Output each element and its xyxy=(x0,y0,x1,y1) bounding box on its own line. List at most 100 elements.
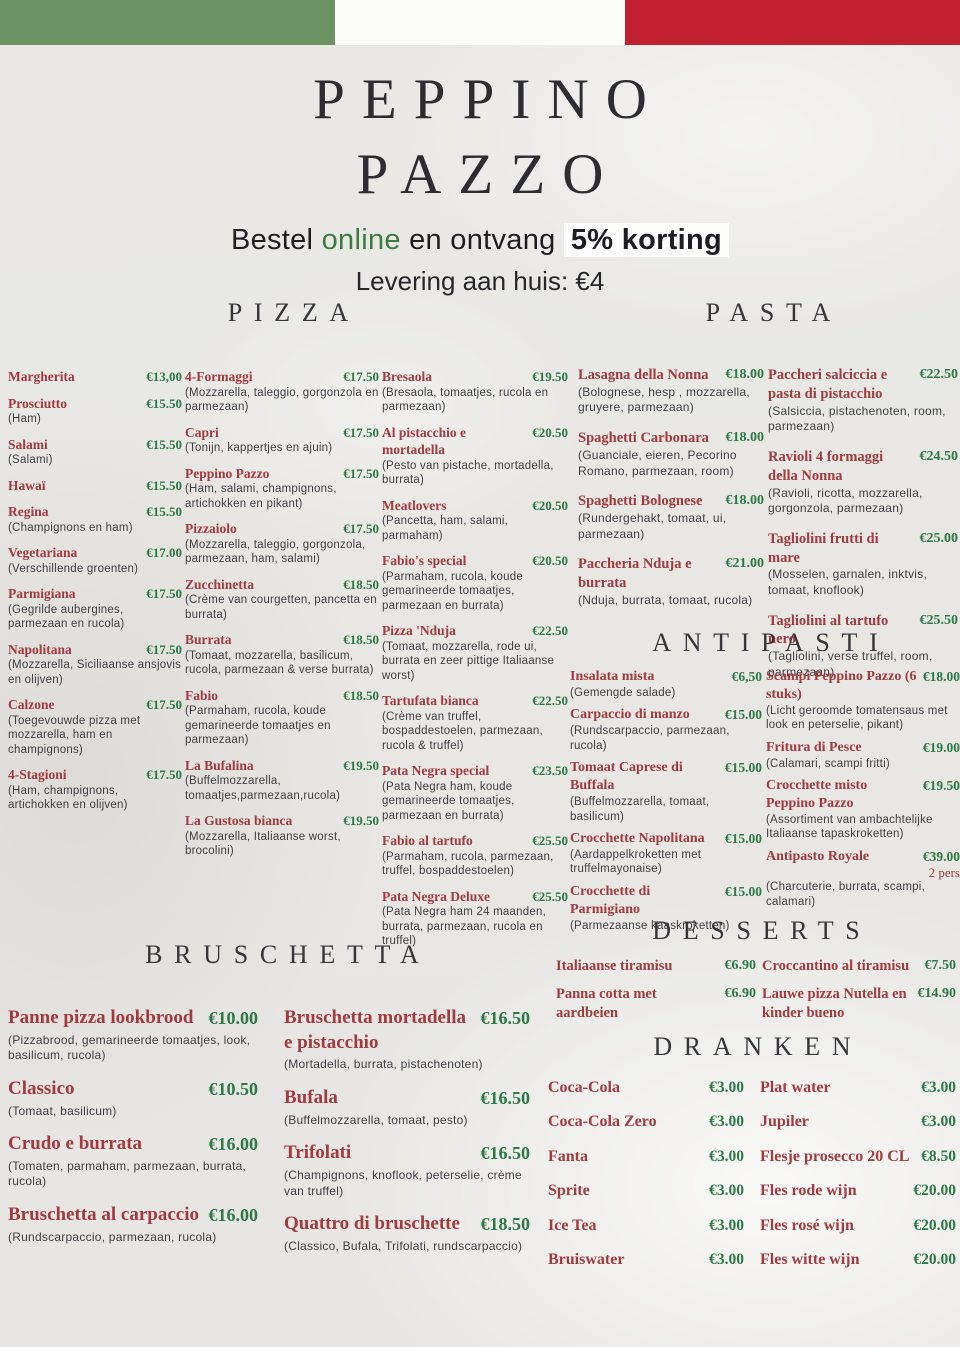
pasta-columns: Lasagna della Nonna €18.00 (Bolognese, hes… xyxy=(578,366,958,694)
menu-item: Bruschetta mortadella e pistacchio €16.50… xyxy=(284,1006,530,1073)
pizza-columns: Margherita €13,00 Prosciutto €15.50 (Ham) Sal… xyxy=(8,368,568,958)
menu-item-name: Crudo e burrata xyxy=(8,1133,143,1155)
section-pizza-title: PIZZA xyxy=(227,298,360,327)
menu-item-description: (Mozzarella, taleggio, gorgonzola en par… xyxy=(185,386,379,414)
menu-item-name: Sprite xyxy=(548,1182,590,1200)
menu-item-name: Panne pizza lookbrood xyxy=(8,1007,194,1028)
menu-item-description: (Salsiccia, pistachenoten, room, parmeza… xyxy=(768,403,946,434)
menu-item-name: Prosciutto xyxy=(8,395,67,411)
menu-item-price: €25.00 xyxy=(919,530,959,546)
menu-item-head: Insalata mista €6,50 xyxy=(570,668,762,686)
menu-item-description: (Pancetta, ham, salami, parmaham) xyxy=(382,515,509,542)
menu-item-name: Burrata xyxy=(185,632,232,648)
menu-item-name: Crocchette di Parmigiano xyxy=(570,883,651,917)
menu-item-description: (Pesto van pistache, mortadella, burrata… xyxy=(382,459,554,487)
menu-item-head: Antipasto Royale €39.00 xyxy=(766,848,960,866)
menu-item: Fanta €3.00 xyxy=(548,1147,744,1167)
menu-item: Scampi Peppino Pazzo (6 stuks) €18.00 (Lic… xyxy=(766,668,960,733)
menu-item: 4-Formaggi €17.50 (Mozzarella, taleggio, g… xyxy=(185,368,379,415)
menu-item-head: Classico €10.50 xyxy=(8,1077,258,1102)
menu-item-name: Margherita xyxy=(8,369,75,384)
menu-item-price: €15.00 xyxy=(724,707,762,723)
menu-item-name: Antipasto Royale xyxy=(766,848,870,864)
menu-item: Bresaola €19.50 (Bresaola, tomaatjes, ruco… xyxy=(382,368,568,415)
menu-item-price: €39.00 xyxy=(922,848,960,864)
menu-item-name: Fles witte wijn xyxy=(760,1251,860,1269)
section-dranken-title: DRANKEN xyxy=(653,1032,863,1061)
menu-item-price: €22.50 xyxy=(919,367,959,382)
menu-item-name: Tagliolini al tartufo nero xyxy=(768,612,889,648)
menu-item-description: (Assortiment van ambachtelijke Italiaans… xyxy=(766,813,933,841)
menu-item: Tagliolini frutti di mare €25.00 (Mosselen… xyxy=(768,530,958,599)
menu-item-description: (Nduja, burrata, tomaat, rucola) xyxy=(578,592,753,607)
menu-item-name: Spaghetti Carbonara xyxy=(578,430,709,447)
menu-item-head: 4-Formaggi €17.50 xyxy=(185,368,379,386)
dranken-columns: Coca-Cola €3.00 Coca-Cola Zero €3.00 Fanta €3… xyxy=(548,1078,956,1285)
menu-item-price: €15.50 xyxy=(146,395,182,411)
menu-item-head: Ice Tea €3.00 xyxy=(548,1216,744,1236)
menu-item: Plat water €3.00 xyxy=(760,1078,956,1098)
menu-item-name: Ice Tea xyxy=(548,1216,597,1234)
menu-item-name: Spaghetti Bolognese xyxy=(578,493,703,510)
menu-item-price: €6,50 xyxy=(731,669,762,684)
menu-item: Lasagna della Nonna €18.00 (Bolognese, hes… xyxy=(578,366,764,416)
menu-item-description: (Mortadella, burrata, pistachenoten) xyxy=(284,1057,483,1072)
menu-item-price: €15.00 xyxy=(724,760,762,776)
menu-item-price: €15.50 xyxy=(146,477,182,493)
title-line-1: PEPPINO xyxy=(313,68,665,131)
menu-item-head: Fabio's special €20.50 xyxy=(382,552,568,570)
section-desserts: DESSERTS Italiaanse tiramisu €6.90 Panna c… xyxy=(556,916,956,1032)
menu-item-name: Croccantino al tiramisu xyxy=(762,958,910,974)
menu-item-head: Fabio al tartufo €25.50 xyxy=(382,832,568,850)
menu-item-price: €19.50 xyxy=(922,778,960,794)
menu-item-head: Panne pizza lookbrood €10.00 xyxy=(8,1006,258,1031)
menu-item-name: Calzone xyxy=(8,697,55,713)
pizza-column-1: Margherita €13,00 Prosciutto €15.50 (Ham) Sal… xyxy=(8,368,182,958)
menu-item: Hawaï €15.50 xyxy=(8,477,182,495)
menu-item-description: (Crème van courgetten, pancetta en burra… xyxy=(185,594,377,621)
menu-item-head: Peppino Pazzo €17.50 xyxy=(185,465,379,483)
menu-item-name: Bruschetta al carpaccio xyxy=(8,1204,200,1226)
menu-item-price: €17.50 xyxy=(146,767,182,783)
menu-item-description: (Rundscarpaccio, parmezaan, rucola) xyxy=(570,725,730,752)
online-link[interactable]: online xyxy=(321,224,401,257)
menu-item-name: Al pistacchio e mortadella xyxy=(382,424,466,458)
menu-item-name: Carpaccio di manzo xyxy=(570,707,690,723)
menu-item: Vegetariana €17.00 (Verschillende groenten… xyxy=(8,544,182,576)
menu-item-price: €17.50 xyxy=(343,521,379,537)
menu-item: Napolitana €17.50 (Mozzarella, Siciliaanse… xyxy=(8,641,182,688)
menu-item-description: (Buffelmozzarella, tomaatjes,parmezaan,r… xyxy=(185,775,341,802)
menu-item-head: Sprite €3.00 xyxy=(548,1181,744,1201)
menu-item-price: €17.50 xyxy=(343,369,379,384)
menu-item: Carpaccio di manzo €15.00 (Rundscarpaccio,… xyxy=(570,706,762,753)
menu-item-name: Bresaola xyxy=(382,369,432,384)
menu-item-name: Lasagna della Nonna xyxy=(578,367,709,383)
menu-item-price: €3.00 xyxy=(709,1251,744,1269)
menu-item-price: €20.50 xyxy=(532,553,568,569)
flag-white-stripe xyxy=(335,0,625,45)
menu-item-description: (Ham, salami, champignons, artichokken e… xyxy=(185,483,337,510)
menu-item-name: Coca-Cola Zero xyxy=(548,1113,657,1131)
section-antipasti: ANTIPASTI Insalata mista €6,50 (Gemengde s… xyxy=(570,628,960,939)
menu-item-price: €22.50 xyxy=(532,623,568,639)
italian-flag-banner xyxy=(0,0,960,45)
menu-item: Al pistacchio e mortadella €20.50 (Pesto v… xyxy=(382,424,568,488)
menu-item-name: Panna cotta met aardbeien xyxy=(556,985,657,1021)
promo-line: Bestel online en ontvang 5% korting xyxy=(0,223,960,258)
menu-item-name: La Bufalina xyxy=(185,757,254,773)
menu-item-note: 2 pers xyxy=(928,864,960,880)
menu-item-price: €3.00 xyxy=(709,1079,744,1096)
menu-item-head: Crocchette di Parmigiano €15.00 xyxy=(570,883,762,919)
delivery-line: Levering aan huis: €4 xyxy=(355,266,605,297)
menu-item-head: Italiaanse tiramisu €6.90 xyxy=(556,957,756,976)
menu-item-head: Pizza 'Nduja €22.50 xyxy=(382,622,568,640)
menu-item-name: Hawaï xyxy=(8,477,46,493)
menu-item-head: Pata Negra special €23.50 xyxy=(382,762,568,780)
menu-item-description: (Rundergehakt, tomaat, ui, parmezaan) xyxy=(578,511,727,541)
menu-item-price: €20.50 xyxy=(532,424,568,440)
menu-item-description: (Guanciale, eieren, Pecorino Romano, par… xyxy=(578,447,737,478)
menu-item-price: €18.50 xyxy=(343,632,379,648)
menu-item-description: (Tomaat, basilicum) xyxy=(8,1103,117,1118)
menu-item-description: (Champignons, knoflook, peterselie, crèm… xyxy=(284,1167,522,1198)
menu-item-description: (Pata Negra ham 24 maanden, burrata, par… xyxy=(382,906,547,948)
